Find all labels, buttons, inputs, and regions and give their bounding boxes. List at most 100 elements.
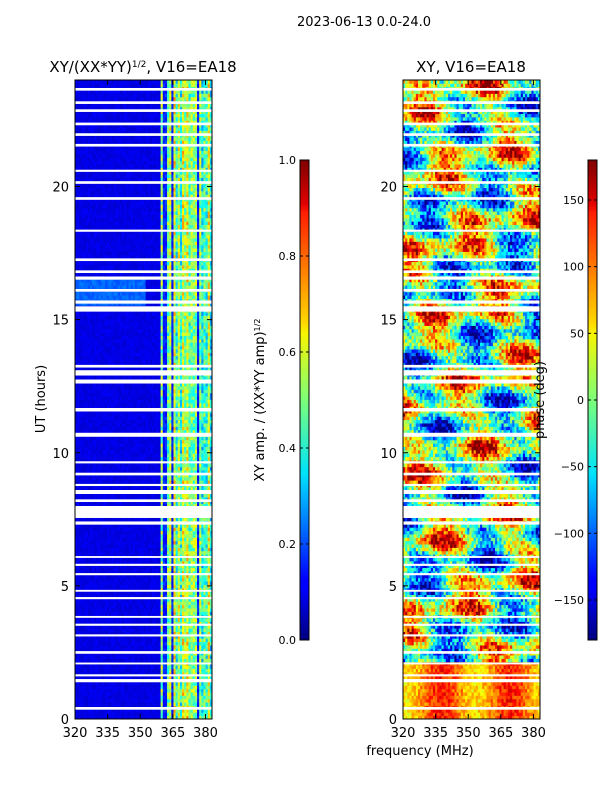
amplitude-panel: XY/(XX*YY)1/2, V16=EA18 320 335 350 365 380 … <box>34 58 237 741</box>
flagged-band <box>403 490 540 495</box>
flagged-band <box>75 634 212 637</box>
y-tick-label: 0 <box>61 713 69 728</box>
flagged-band <box>403 674 540 677</box>
flagged-band <box>75 379 212 384</box>
flagged-band <box>75 589 212 592</box>
flagged-band <box>75 306 212 312</box>
flagged-band <box>403 573 540 576</box>
phase-panel-title: XY, V16=EA18 <box>416 58 526 76</box>
amplitude-panel-title: XY/(XX*YY)1/2, V16=EA18 <box>49 58 236 76</box>
colorbar-tick-label: 0.8 <box>279 250 297 263</box>
flagged-band <box>75 270 212 274</box>
y-tick-label: 5 <box>61 580 69 595</box>
colorbar-tick-label: 0.6 <box>279 346 297 359</box>
flagged-band <box>75 300 212 304</box>
shared-x-axis-label: frequency (MHz) <box>366 744 473 759</box>
flagged-band <box>403 133 540 136</box>
phase-x-axis: 320 335 350 365 380 <box>391 80 546 741</box>
flagged-band <box>403 662 540 665</box>
amplitude-x-axis: 320 335 350 365 380 <box>63 80 218 741</box>
flagged-band <box>403 563 540 566</box>
flagged-band <box>75 483 212 487</box>
colorbar-tick-label: 0 <box>577 394 584 407</box>
flagged-band <box>403 651 540 654</box>
y-tick-label: 20 <box>380 181 397 196</box>
phase-colorbar-ticks: −150 −100 −50 0 50 100 150 <box>554 194 597 607</box>
flagged-band <box>403 483 540 487</box>
colorbar-tick-label: 0.4 <box>279 442 297 455</box>
flagged-band <box>403 87 540 91</box>
colorbar-tick-label: 0.0 <box>279 634 297 647</box>
phase-y-axis: 0 5 10 15 20 <box>380 181 540 728</box>
flagged-band <box>75 461 212 464</box>
flagged-band <box>403 499 540 502</box>
flagged-band <box>75 169 212 172</box>
flagged-band <box>403 432 540 437</box>
y-tick-label: 5 <box>389 580 397 595</box>
flagged-band <box>75 597 212 600</box>
flagged-band <box>403 623 540 626</box>
x-tick-label: 365 <box>488 726 513 741</box>
x-tick-label: 335 <box>423 726 448 741</box>
flagged-band <box>403 181 540 184</box>
flagged-band <box>403 370 540 376</box>
flagged-band <box>403 521 540 525</box>
figure-suptitle: 2023-06-13 0.0-24.0 <box>297 15 431 30</box>
flagged-band <box>403 289 540 292</box>
x-tick-label: 350 <box>456 726 481 741</box>
phase-plot-frame <box>402 79 541 720</box>
flagged-band <box>75 556 212 558</box>
flagged-band <box>75 499 212 502</box>
y-tick-label: 10 <box>52 447 69 462</box>
y-tick-label: 15 <box>380 314 397 329</box>
amplitude-flagged-bands <box>75 87 212 710</box>
phase-heatmap <box>403 80 540 719</box>
flagged-band <box>403 556 540 558</box>
colorbar-tick-label: 100 <box>563 261 584 274</box>
flagged-band <box>403 506 540 518</box>
flagged-band <box>403 461 540 464</box>
flagged-band <box>403 169 540 172</box>
amplitude-colorbar: 0.0 0.2 0.4 0.6 0.8 1.0 XY amp. / (XX*YY amp)… <box>253 154 310 647</box>
flagged-band <box>75 289 212 292</box>
colorbar-tick-label: −50 <box>561 461 584 474</box>
y-tick-label: 20 <box>52 181 69 196</box>
flagged-band <box>75 122 212 126</box>
flagged-band <box>75 679 212 683</box>
flagged-band <box>75 370 212 376</box>
flagged-band <box>403 364 540 368</box>
flagged-band <box>75 364 212 368</box>
flagged-band <box>75 197 212 200</box>
flagged-band <box>403 634 540 637</box>
flagged-band <box>403 276 540 280</box>
flagged-band <box>403 258 540 262</box>
flagged-band <box>403 707 540 710</box>
x-tick-label: 335 <box>95 726 120 741</box>
phase-panel: XY, V16=EA18 320 335 350 365 380 0 5 10 15 20 <box>380 58 545 741</box>
flagged-band <box>403 270 540 274</box>
colorbar-tick-label: 0.2 <box>279 538 297 551</box>
flagged-band <box>403 122 540 126</box>
x-tick-label: 320 <box>63 726 88 741</box>
flagged-band <box>75 87 212 91</box>
x-tick-label: 365 <box>160 726 185 741</box>
flagged-band <box>75 563 212 566</box>
amplitude-y-axis-label: UT (hours) <box>34 365 49 433</box>
flagged-band <box>75 276 212 280</box>
flagged-band <box>75 472 212 476</box>
flagged-band <box>75 101 212 104</box>
amplitude-colorbar-ticks: 0.0 0.2 0.4 0.6 0.8 1.0 <box>279 154 309 647</box>
flagged-band <box>75 521 212 525</box>
flagged-band <box>75 707 212 710</box>
flagged-band <box>403 300 540 304</box>
colorbar-tick-label: 1.0 <box>279 154 297 167</box>
flagged-band <box>403 597 540 600</box>
flagged-band <box>75 408 212 412</box>
colorbar-tick-label: 50 <box>570 327 584 340</box>
flagged-band <box>75 432 212 437</box>
flagged-band <box>403 229 540 232</box>
x-tick-label: 380 <box>193 726 218 741</box>
flagged-band <box>403 615 540 618</box>
flagged-band <box>75 662 212 665</box>
